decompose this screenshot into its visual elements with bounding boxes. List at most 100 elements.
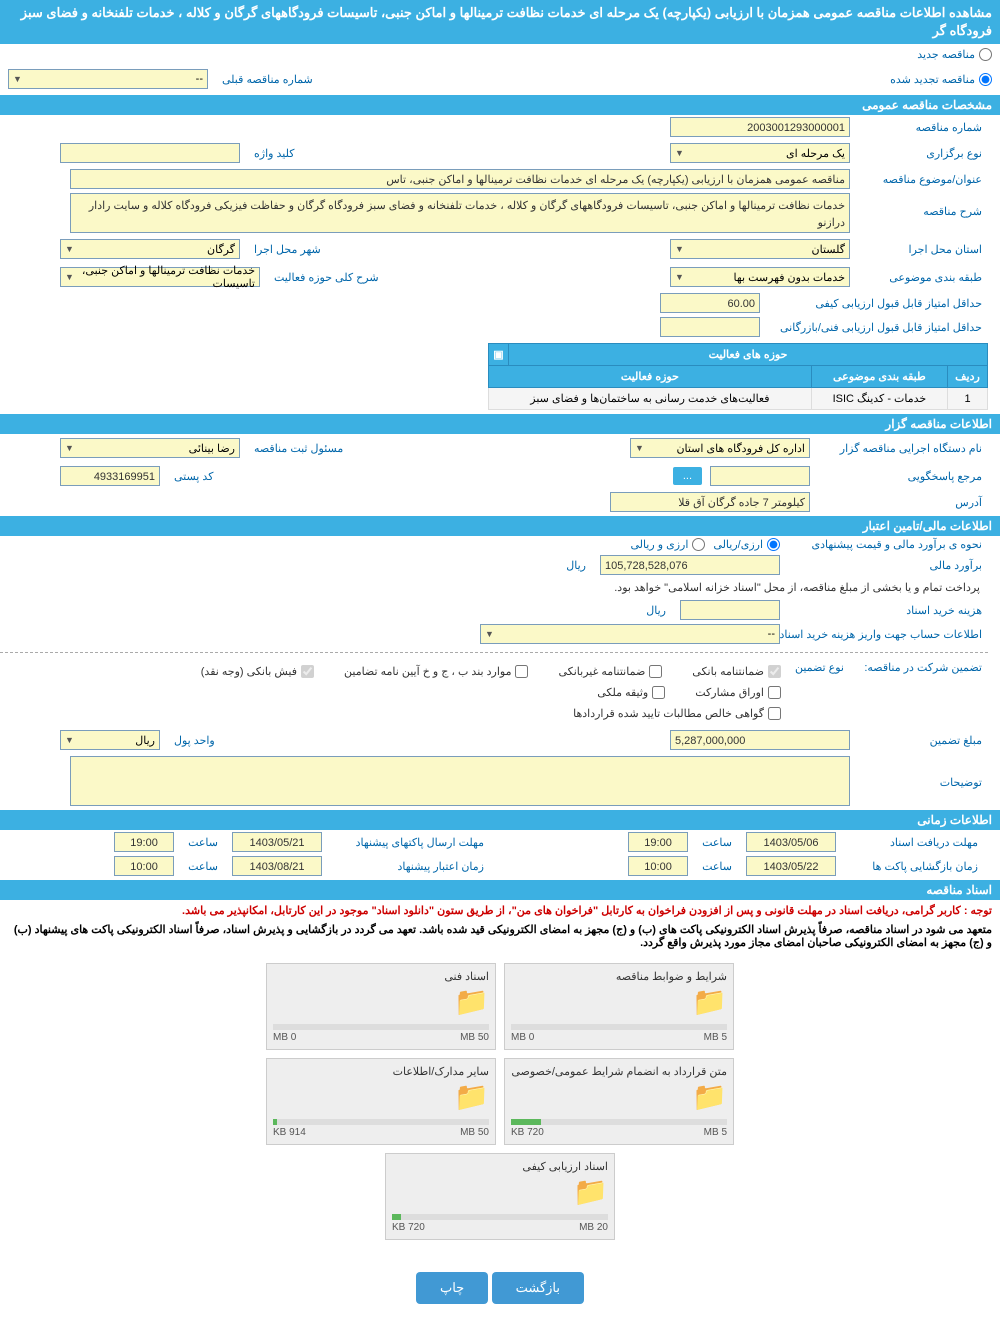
open-label: زمان بازگشایی پاکت ها <box>844 860 984 873</box>
responder-field[interactable] <box>710 466 810 486</box>
cb-bond[interactable] <box>515 665 528 678</box>
notes-field[interactable] <box>70 756 850 806</box>
scope-dropdown[interactable]: خدمات نظافت ترمینالها و اماکن جنبی، تاسی… <box>60 267 260 287</box>
scope-label: شرح کلی حوزه فعالیت <box>268 271 385 284</box>
activity-table-title: حوزه های فعالیت <box>509 344 988 366</box>
min-tech-label: حداقل امتیاز قابل قبول ارزیابی فنی/بازرگ… <box>768 321 988 334</box>
doc-box[interactable]: شرایط و ضوابط مناقصه📁5 MB0 MB <box>504 963 734 1050</box>
postal-field[interactable]: 4933169951 <box>60 466 160 486</box>
estimate-field[interactable]: 105,728,528,076 <box>600 555 780 575</box>
doc-title: اسناد فنی <box>273 970 489 983</box>
doc-total: 50 MB <box>460 1127 489 1138</box>
submit-hour[interactable]: 19:00 <box>114 832 174 852</box>
postal-label: کد پستی <box>168 470 219 483</box>
section-organizer: اطلاعات مناقصه گزار <box>0 414 1000 434</box>
notice-2: متعهد می شود در اسناد مناقصه، صرفاً پذیر… <box>0 921 1000 951</box>
receive-hour[interactable]: 19:00 <box>628 832 688 852</box>
cb-bank[interactable] <box>768 665 781 678</box>
exec-dropdown[interactable]: اداره کل فرودگاه های استان▼ <box>630 438 810 458</box>
hour-label-2: ساعت <box>182 836 224 849</box>
doc-used: 914 KB <box>273 1127 306 1138</box>
address-field[interactable]: کیلومتر 7 جاده گرگان آق قلا <box>610 492 810 512</box>
chevron-down-icon: ▼ <box>13 74 22 84</box>
exec-label: نام دستگاه اجرایی مناقصه گزار <box>818 442 988 455</box>
classification-dropdown[interactable]: خدمات بدون فهرست بها▼ <box>670 267 850 287</box>
cb-cash-label: فیش بانکی (وجه نقد) <box>201 665 297 678</box>
chevron-down-icon: ▼ <box>675 272 684 282</box>
radio-rial[interactable] <box>767 538 780 551</box>
submit-date[interactable]: 1403/05/21 <box>232 832 322 852</box>
type-dropdown[interactable]: یک مرحله ای▼ <box>670 143 850 163</box>
cb-nonbank-label: ضمانتنامه غیربانکی <box>558 665 645 678</box>
radio-new-label: مناقصه جدید <box>917 48 975 61</box>
folder-icon: 📁 <box>511 1078 727 1115</box>
doc-box[interactable]: متن قرارداد به انضمام شرایط عمومی/خصوصی📁… <box>504 1058 734 1145</box>
account-dropdown[interactable]: --▼ <box>480 624 780 644</box>
desc-field[interactable]: خدمات نظافت ترمینالها و اماکن جنبی، تاسی… <box>70 193 850 233</box>
prev-tender-dropdown[interactable]: --▼ <box>8 69 208 89</box>
min-quality-field[interactable]: 60.00 <box>660 293 760 313</box>
keyword-label: کلید واژه <box>248 147 300 160</box>
classification-label: طبقه بندی موضوعی <box>858 271 988 284</box>
section-documents: اسناد مناقصه <box>0 880 1000 900</box>
doc-total: 5 MB <box>704 1127 727 1138</box>
doc-progress-bar <box>511 1119 727 1125</box>
method-label: نحوه ی برآورد مالی و قیمت پیشنهادی <box>788 538 988 551</box>
open-hour[interactable]: 10:00 <box>628 856 688 876</box>
doc-progress-bar <box>392 1214 608 1220</box>
radio-new[interactable] <box>979 48 992 61</box>
section-timing: اطلاعات زمانی <box>0 810 1000 830</box>
doc-boxes-container: شرایط و ضوابط مناقصه📁5 MB0 MBاسناد فنی📁5… <box>0 951 1000 1252</box>
doc-cost-field[interactable] <box>680 600 780 620</box>
prev-tender-label: شماره مناقصه قبلی <box>216 73 319 86</box>
desc-label: شرح مناقصه <box>858 193 988 218</box>
validity-hour[interactable]: 10:00 <box>114 856 174 876</box>
radio-foreign[interactable] <box>692 538 705 551</box>
cb-securities[interactable] <box>768 686 781 699</box>
back-button[interactable]: بازگشت <box>492 1272 584 1304</box>
guarantee-amount-field[interactable]: 5,287,000,000 <box>670 730 850 750</box>
doc-progress-bar <box>273 1119 489 1125</box>
doc-box[interactable]: اسناد ارزیابی کیفی📁20 MB720 KB <box>385 1153 615 1240</box>
cb-receivables[interactable] <box>768 707 781 720</box>
account-label: اطلاعات حساب جهت واریز هزینه خرید اسناد <box>788 628 988 641</box>
keyword-field[interactable] <box>60 143 240 163</box>
city-label: شهر محل اجرا <box>248 243 327 256</box>
more-button[interactable]: ... <box>673 467 702 485</box>
cb-property-label: وثیقه ملکی <box>597 686 648 699</box>
cb-nonbank[interactable] <box>649 665 662 678</box>
folder-icon: 📁 <box>273 1078 489 1115</box>
table-row: 1 خدمات - کدینگ ISIC فعالیت‌های خدمت رسا… <box>489 388 988 410</box>
currency-label: واحد پول <box>168 734 221 747</box>
folder-icon: 📁 <box>511 983 727 1020</box>
folder-icon: 📁 <box>273 983 489 1020</box>
province-dropdown[interactable]: گلستان▼ <box>670 239 850 259</box>
min-quality-label: حداقل امتیاز قابل قبول ارزیابی کیفی <box>768 297 988 310</box>
guarantee-type-label: نوع تضمین <box>789 661 850 674</box>
payment-note: پرداخت تمام و یا بخشی از مبلغ مناقصه، از… <box>0 577 988 598</box>
registrar-dropdown[interactable]: رضا بینائی▼ <box>60 438 240 458</box>
city-dropdown[interactable]: گرگان▼ <box>60 239 240 259</box>
currency-dropdown[interactable]: ریال▼ <box>60 730 160 750</box>
type-label: نوع برگزاری <box>858 147 988 160</box>
validity-date[interactable]: 1403/08/21 <box>232 856 322 876</box>
print-button[interactable]: چاپ <box>416 1272 488 1304</box>
table-collapse-icon[interactable]: ▣ <box>489 344 509 366</box>
doc-box[interactable]: اسناد فنی📁50 MB0 MB <box>266 963 496 1050</box>
col-scope: حوزه فعالیت <box>489 366 812 388</box>
doc-used: 720 KB <box>392 1222 425 1233</box>
radio-renewed[interactable] <box>979 73 992 86</box>
hour-label-3: ساعت <box>696 860 738 873</box>
cb-property[interactable] <box>652 686 665 699</box>
tender-no-field: 2003001293000001 <box>670 117 850 137</box>
min-tech-field[interactable] <box>660 317 760 337</box>
cb-cash[interactable] <box>301 665 314 678</box>
cb-bank-label: ضمانتنامه بانکی <box>692 665 764 678</box>
open-date[interactable]: 1403/05/22 <box>746 856 836 876</box>
subject-field[interactable]: مناقصه عمومی همزمان با ارزیابی (یکپارچه)… <box>70 169 850 189</box>
guarantee-label: تضمین شرکت در مناقصه: <box>858 661 988 674</box>
doc-title: شرایط و ضوابط مناقصه <box>511 970 727 983</box>
col-class: طبقه بندی موضوعی <box>811 366 947 388</box>
receive-date[interactable]: 1403/05/06 <box>746 832 836 852</box>
doc-box[interactable]: سایر مدارک/اطلاعات📁50 MB914 KB <box>266 1058 496 1145</box>
